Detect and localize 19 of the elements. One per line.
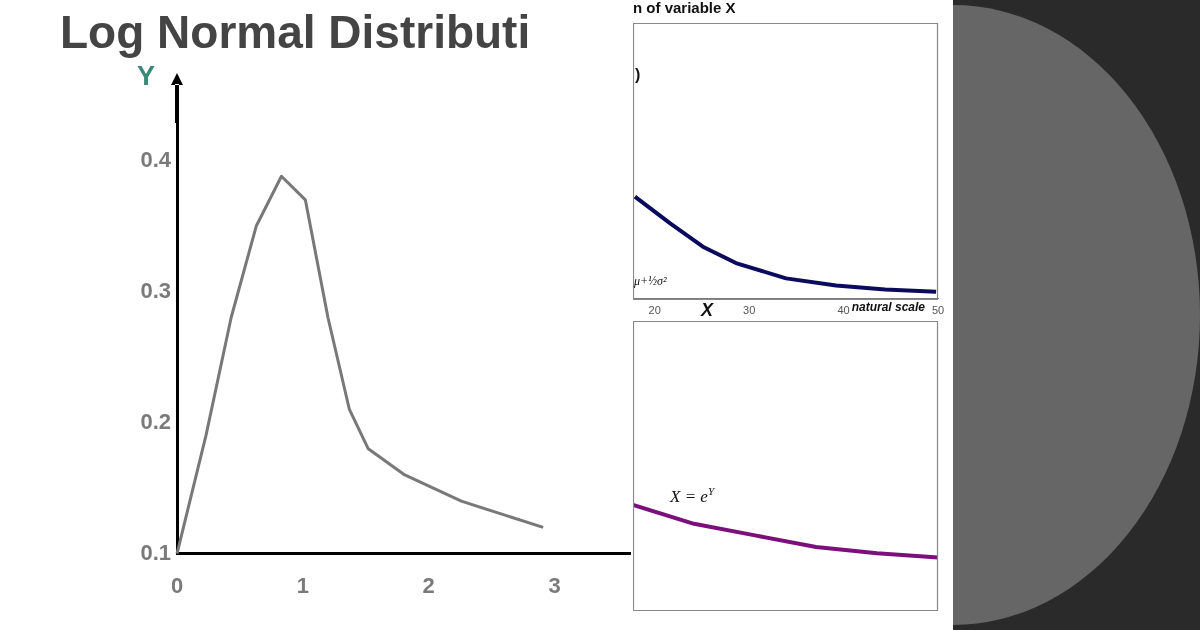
- x-tick-label: 20: [648, 304, 661, 317]
- chart-title: Log Normal Distributi: [60, 6, 531, 59]
- y-tick-label: 0.4: [140, 146, 172, 172]
- x-tick-label: 30: [743, 304, 756, 317]
- x-tick-label: 50: [931, 304, 945, 317]
- y-tick-label: 0.1: [140, 539, 171, 565]
- chart-title: n of variable X: [633, 0, 736, 17]
- x-axis-title: X: [700, 300, 714, 320]
- x-tick-label: 40: [837, 304, 850, 317]
- text: ): [635, 66, 641, 83]
- x-tick-label: 1: [296, 572, 309, 598]
- y-axis-title: Y: [137, 61, 156, 92]
- y-tick-label: 0.2: [140, 408, 171, 434]
- y-tick-label: 0.3: [140, 277, 171, 303]
- text: natural scale: [851, 300, 926, 314]
- annotation: μ+½σ²: [633, 274, 668, 288]
- x-tick-label: 0: [170, 572, 184, 598]
- x-tick-label: 3: [548, 572, 561, 598]
- x-tick-label: 2: [422, 572, 435, 598]
